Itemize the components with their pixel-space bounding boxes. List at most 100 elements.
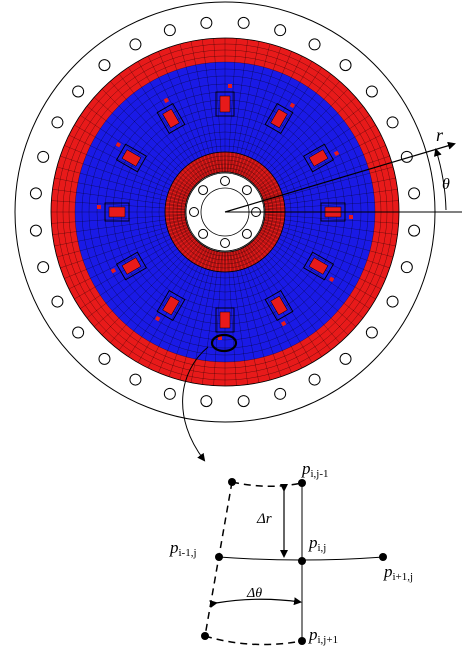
slot-red-dot: [289, 102, 296, 109]
mesh-radial-line: [233, 153, 238, 173]
mesh-radial-line: [190, 244, 203, 262]
mesh-radial-line: [174, 233, 192, 245]
inner-bolt-hole: [198, 185, 209, 196]
mesh-radial-line: [56, 166, 187, 202]
mesh-radial-line: [234, 153, 240, 174]
mesh-radial-line: [251, 81, 340, 183]
mesh-radial-line: [179, 237, 195, 251]
slot-outline: [215, 307, 235, 333]
outer-bolt-hole: [339, 352, 352, 365]
slot-outline: [264, 290, 294, 322]
mesh-radial-line: [264, 199, 284, 204]
mesh-radial-line: [264, 208, 285, 211]
mesh-radial-line: [263, 197, 284, 203]
mesh-radial-line: [190, 41, 218, 173]
mesh-radial-line: [261, 228, 280, 238]
mesh-radial-line: [264, 213, 285, 216]
slot-outline: [215, 91, 235, 117]
slot-outline: [115, 143, 147, 173]
outer-bolt-hole: [163, 24, 176, 37]
mesh-radial-line: [252, 240, 267, 256]
mesh-radial-line: [180, 171, 196, 186]
mesh-radial-line: [259, 232, 277, 243]
mesh-radial-line: [257, 234, 275, 247]
mesh-radial-line: [80, 234, 192, 309]
mesh-radial-line: [254, 238, 356, 327]
mesh-radial-line: [213, 251, 223, 386]
mesh-radial-line: [173, 232, 191, 243]
slot-red-insert: [162, 108, 180, 129]
mesh-radial-line: [194, 246, 205, 264]
mesh-radial-line: [172, 231, 191, 242]
slot-red-dot: [333, 150, 340, 157]
mesh-radial-line: [240, 156, 250, 176]
slot-red-insert: [121, 149, 142, 167]
mesh-radial-line: [242, 55, 303, 177]
mesh-radial-line: [263, 166, 394, 202]
mesh-radial-line: [262, 226, 281, 235]
mesh-radial-line: [237, 47, 282, 175]
mesh-radial-line: [226, 251, 229, 272]
mesh-radial-line: [110, 241, 199, 343]
mesh-radial-line: [165, 206, 186, 209]
mesh-radial-line: [240, 248, 250, 268]
mesh-radial-line: [251, 241, 266, 257]
rotor-slot: [215, 84, 235, 117]
mesh-radial-line: [263, 221, 284, 227]
rotor-slot: [97, 202, 130, 222]
slot-red-insert: [219, 311, 231, 329]
mesh-radial-line: [264, 204, 285, 208]
mesh-radial-line: [237, 249, 282, 377]
mesh-radial-line: [250, 166, 264, 182]
mesh-radial-line: [256, 236, 364, 319]
mesh-radial-line: [169, 227, 189, 237]
slot-red-insert: [219, 95, 231, 113]
mesh-radial-line: [167, 222, 187, 229]
mesh-radial-line: [189, 244, 202, 261]
mesh-radial-line: [262, 191, 282, 199]
outer-bolt-hole: [37, 261, 50, 274]
rotor-slots: [97, 84, 353, 340]
mesh-radial-line: [200, 248, 210, 268]
mesh-radial-line: [235, 154, 242, 174]
mesh-radial-line: [263, 222, 394, 258]
outer-bolt-hole: [200, 395, 213, 408]
outer-bolt-hole: [386, 116, 399, 129]
mesh-radial-line: [197, 247, 207, 266]
outer-bolt-hole: [72, 326, 85, 339]
mesh-radial-line: [227, 38, 237, 173]
rotor-slot: [156, 97, 186, 134]
mesh-radial-line: [147, 247, 208, 369]
mesh-radial-line: [206, 154, 213, 174]
mesh-radial-line: [177, 174, 194, 188]
mesh-radial-line: [255, 237, 271, 251]
mesh-radial-line: [187, 243, 201, 260]
mesh-radial-line: [147, 55, 208, 177]
outer-bolt-hole: [29, 224, 42, 237]
mesh-radial-line: [244, 159, 255, 178]
mesh-radial-line: [261, 227, 281, 237]
mesh-radial-line: [128, 245, 203, 357]
inner-bolt-hole: [220, 176, 230, 186]
mesh-radial-line: [68, 134, 190, 195]
mesh-radial-line: [204, 155, 212, 175]
mesh-radial-line: [246, 161, 258, 179]
mesh-radial-line: [166, 220, 186, 225]
mesh-radial-line: [232, 251, 260, 383]
mesh-radial-line: [200, 156, 210, 176]
mesh-radial-line: [229, 152, 233, 173]
mesh-radial-line: [248, 244, 261, 261]
mesh-radial-line: [227, 251, 237, 386]
mesh-radial-line: [202, 249, 211, 268]
outer-bolt-hole: [339, 59, 352, 72]
mesh-radial-line: [259, 231, 278, 242]
mesh-radial-line: [128, 67, 203, 179]
mesh-radial-line: [173, 181, 191, 192]
mesh-radial-line: [264, 201, 285, 205]
mesh-radial-line: [206, 250, 213, 270]
mesh-radial-line: [86, 105, 194, 188]
outer-bolt-hole: [163, 387, 176, 400]
mesh-radial-line: [263, 224, 283, 231]
slot-red-dot: [349, 215, 353, 219]
mesh-radial-line: [261, 227, 386, 279]
